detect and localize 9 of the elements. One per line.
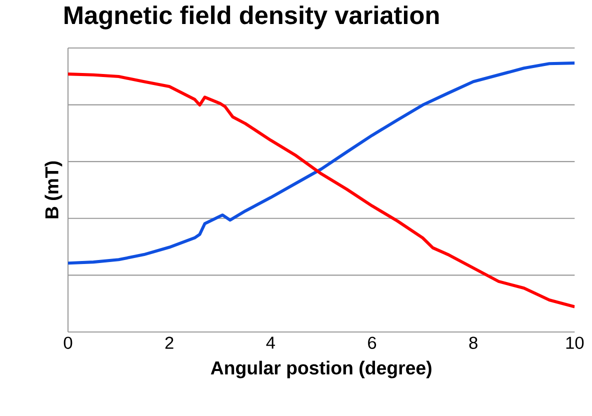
x-tick-label: 2: [165, 336, 174, 349]
x-axis-title: Angular postion (degree): [210, 360, 432, 378]
y-axis-title: B (mT): [44, 161, 62, 218]
x-tick-label: 6: [368, 336, 376, 349]
chart-title: Magnetic field density variation: [64, 6, 439, 30]
x-tick-label: 0: [64, 336, 72, 349]
x-tick-label: 10: [566, 336, 584, 349]
x-tick-label: 8: [469, 336, 478, 349]
x-tick-label: 4: [266, 336, 275, 349]
